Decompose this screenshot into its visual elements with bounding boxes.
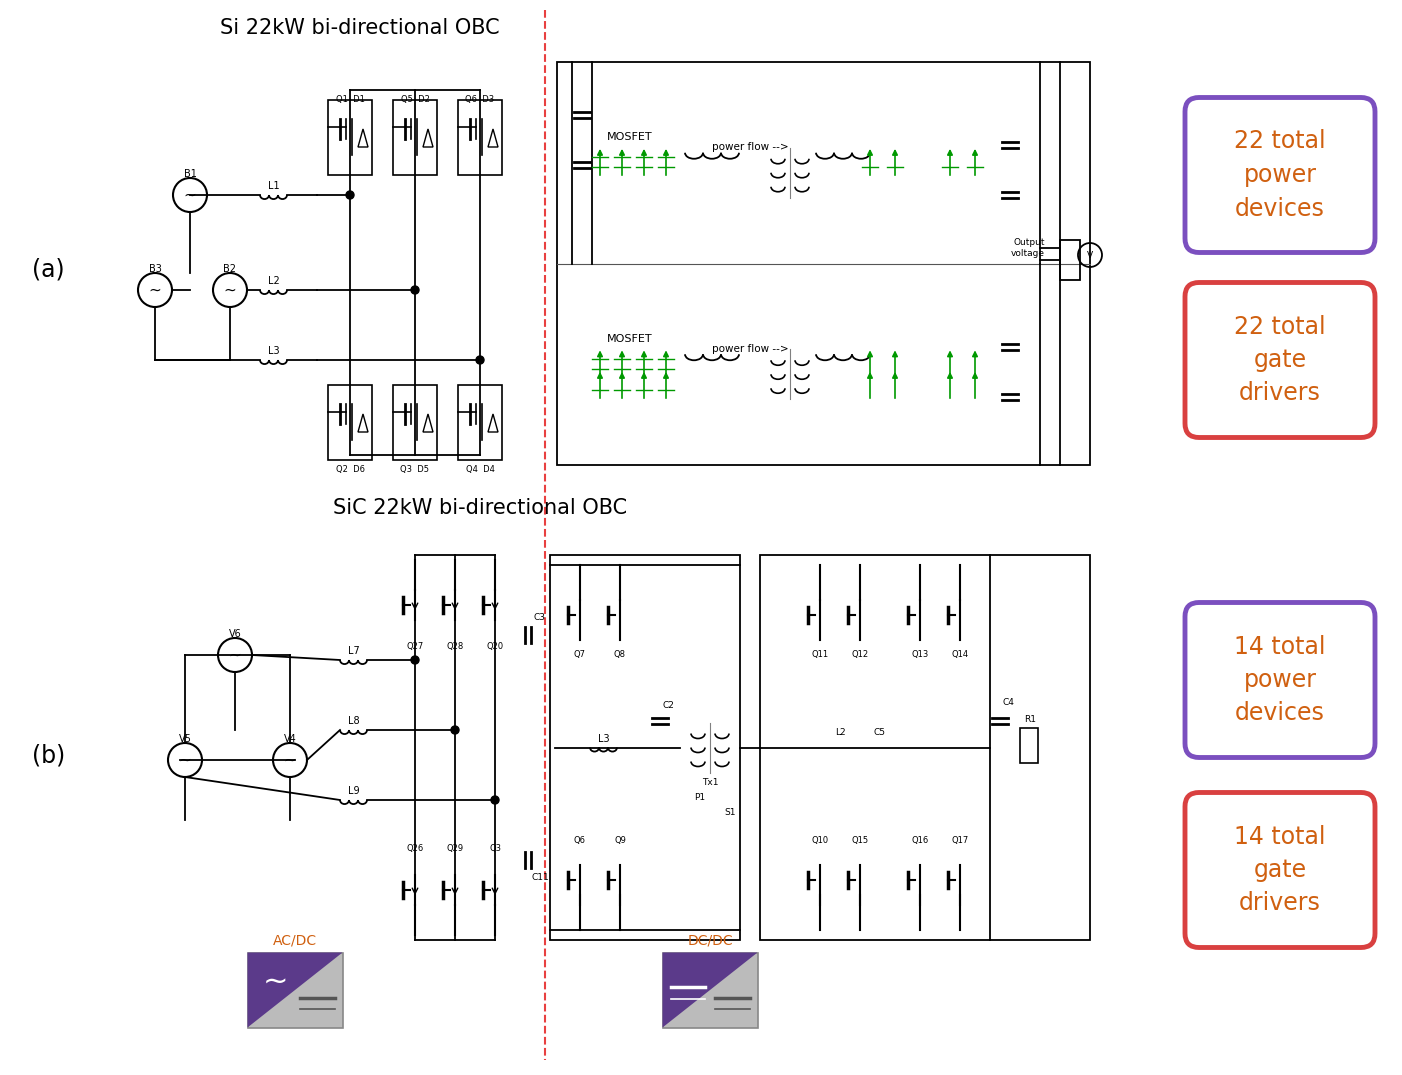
Text: power flow -->: power flow -->: [712, 142, 788, 152]
Text: C5: C5: [873, 728, 886, 737]
Text: Tx1: Tx1: [702, 778, 718, 787]
Text: Q3  D5: Q3 D5: [401, 465, 429, 474]
Text: (b): (b): [32, 743, 66, 766]
FancyBboxPatch shape: [1185, 792, 1375, 947]
Bar: [760, 555, 1089, 940]
Bar: [1021, 728, 1037, 762]
Text: 14 total
gate
drivers: 14 total gate drivers: [1234, 825, 1326, 916]
Text: MOSFET: MOSFET: [607, 333, 653, 344]
Text: Q6: Q6: [573, 835, 586, 845]
Text: MOSFET: MOSFET: [607, 132, 653, 142]
Text: L2: L2: [268, 276, 279, 286]
Text: Q15: Q15: [851, 835, 869, 845]
Text: Q17: Q17: [952, 835, 969, 845]
Bar: [458, 100, 502, 175]
Text: V: V: [1087, 250, 1094, 259]
Circle shape: [477, 356, 484, 364]
Text: B3: B3: [149, 264, 161, 274]
Text: power flow -->: power flow -->: [712, 344, 788, 354]
Text: Q2  D6: Q2 D6: [335, 465, 365, 474]
FancyBboxPatch shape: [1185, 602, 1375, 758]
Text: L1: L1: [268, 181, 279, 191]
Bar: [458, 385, 502, 460]
Text: C2: C2: [662, 701, 674, 710]
Text: Output
voltage: Output voltage: [1011, 239, 1044, 258]
Text: AC/DC: AC/DC: [273, 933, 317, 947]
Text: L7: L7: [348, 646, 359, 656]
Text: ~: ~: [262, 968, 287, 997]
Text: P1: P1: [694, 793, 705, 802]
Text: Q26: Q26: [407, 844, 423, 852]
Bar: [328, 385, 372, 460]
Text: Q9: Q9: [614, 835, 625, 845]
Text: R1: R1: [1023, 715, 1036, 723]
Text: Q7: Q7: [573, 650, 586, 659]
Polygon shape: [248, 952, 342, 1028]
Bar: [663, 952, 757, 1028]
Text: L3: L3: [597, 733, 610, 744]
Bar: [1060, 240, 1080, 280]
Text: V5: V5: [178, 734, 192, 744]
Text: L8: L8: [348, 716, 359, 726]
Text: Q27: Q27: [407, 643, 423, 651]
Text: Q16: Q16: [911, 835, 928, 845]
Text: ~: ~: [224, 283, 237, 298]
Text: L2: L2: [834, 728, 845, 737]
Text: S1: S1: [725, 808, 736, 817]
Text: Si 22kW bi-directional OBC: Si 22kW bi-directional OBC: [220, 18, 499, 38]
Text: C4: C4: [1002, 698, 1014, 707]
Text: 14 total
power
devices: 14 total power devices: [1234, 634, 1326, 726]
Text: Q28: Q28: [446, 643, 464, 651]
Bar: [328, 100, 372, 175]
Text: Q20: Q20: [486, 643, 503, 651]
Text: B2: B2: [223, 264, 237, 274]
Text: ~: ~: [184, 187, 196, 202]
Text: ~: ~: [149, 283, 161, 298]
Text: Q5  D2: Q5 D2: [401, 95, 429, 104]
Text: L9: L9: [348, 786, 359, 795]
Text: SiC 22kW bi-directional OBC: SiC 22kW bi-directional OBC: [332, 498, 627, 518]
Text: V6: V6: [229, 629, 241, 639]
Bar: [393, 385, 437, 460]
Bar: [248, 952, 342, 1028]
Text: C3: C3: [534, 613, 545, 621]
Bar: [557, 62, 1089, 465]
Circle shape: [411, 656, 419, 664]
Polygon shape: [663, 952, 757, 1028]
Text: Q29: Q29: [446, 844, 464, 852]
Text: Q1  D1: Q1 D1: [335, 95, 365, 104]
Text: ~: ~: [283, 752, 296, 768]
Text: 22 total
gate
drivers: 22 total gate drivers: [1234, 315, 1326, 405]
Text: Q12: Q12: [851, 650, 869, 659]
Circle shape: [491, 796, 499, 804]
Text: DC/DC: DC/DC: [687, 933, 733, 947]
FancyBboxPatch shape: [1185, 283, 1375, 438]
Text: B1: B1: [184, 169, 196, 180]
Text: Q10: Q10: [812, 835, 829, 845]
Circle shape: [411, 286, 419, 293]
Text: L3: L3: [268, 346, 279, 356]
Circle shape: [346, 191, 353, 199]
Text: 22 total
power
devices: 22 total power devices: [1234, 129, 1326, 220]
Text: Q3: Q3: [489, 844, 501, 852]
Text: C11: C11: [531, 874, 548, 883]
Text: Q14: Q14: [952, 650, 969, 659]
Circle shape: [451, 726, 458, 734]
Text: (a): (a): [32, 258, 64, 282]
FancyBboxPatch shape: [1185, 98, 1375, 253]
Text: Q11: Q11: [812, 650, 829, 659]
Text: Q6  D3: Q6 D3: [465, 95, 495, 104]
Text: Q4  D4: Q4 D4: [465, 465, 495, 474]
Text: V4: V4: [283, 734, 296, 744]
Text: Q13: Q13: [911, 650, 928, 659]
Text: ~: ~: [178, 752, 192, 768]
Text: Q8: Q8: [614, 650, 627, 659]
Bar: [550, 555, 740, 940]
Bar: [393, 100, 437, 175]
Text: ~: ~: [229, 647, 241, 662]
